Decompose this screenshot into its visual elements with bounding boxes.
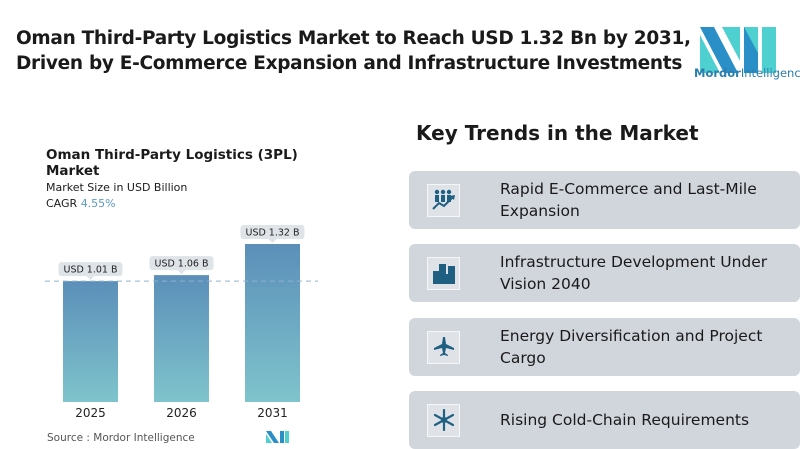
data-label: USD 1.32 B [245,228,299,239]
data-label-pointer [177,270,186,275]
bar-2025 [63,281,118,402]
airplane-icon [427,330,460,364]
buildings-icon [427,256,460,290]
page-title: Oman Third-Party Logistics Market to Rea… [16,28,691,74]
trend-card: Energy Diversification and Project Cargo [409,318,800,376]
growth-people-icon [427,183,460,217]
data-label: USD 1.06 B [154,259,208,270]
source-note: Source : Mordor Intelligence [47,432,195,444]
bar-2031 [245,244,300,402]
data-label-bg [58,262,123,277]
trend-card: Rapid E-Commerce and Last-Mile Expansion [409,171,800,229]
x-tick-label: 2025 [75,406,106,420]
cagr-value: 4.55% [80,197,116,210]
trend-card: Infrastructure Development Under Vision 2… [409,244,800,302]
chart-title: Oman Third-Party Logistics (3PL) Market [46,147,298,179]
mordor-logo-icon [700,27,776,73]
x-tick-label: 2031 [257,406,288,420]
bar-2026 [154,275,209,402]
bar-chart: USD 1.01 B 2025 USD 1.06 B 2026 USD 1.32 B 20… [45,225,318,420]
x-tick-label: 2026 [166,406,197,420]
data-label: USD 1.01 B [63,265,117,276]
snowflake-icon [427,403,460,437]
data-label-bg [240,225,305,239]
data-label-pointer [268,239,277,243]
data-label-pointer [86,276,95,281]
chart-subtitle: Market Size in USD Billion [46,181,188,194]
cagr: CAGR 4.55% [46,197,116,210]
mordor-small-logo-icon [266,431,289,443]
trends-title: Key Trends in the Market [416,121,699,145]
data-label-bg [149,256,214,271]
trend-card: Rising Cold-Chain Requirements [409,391,800,449]
